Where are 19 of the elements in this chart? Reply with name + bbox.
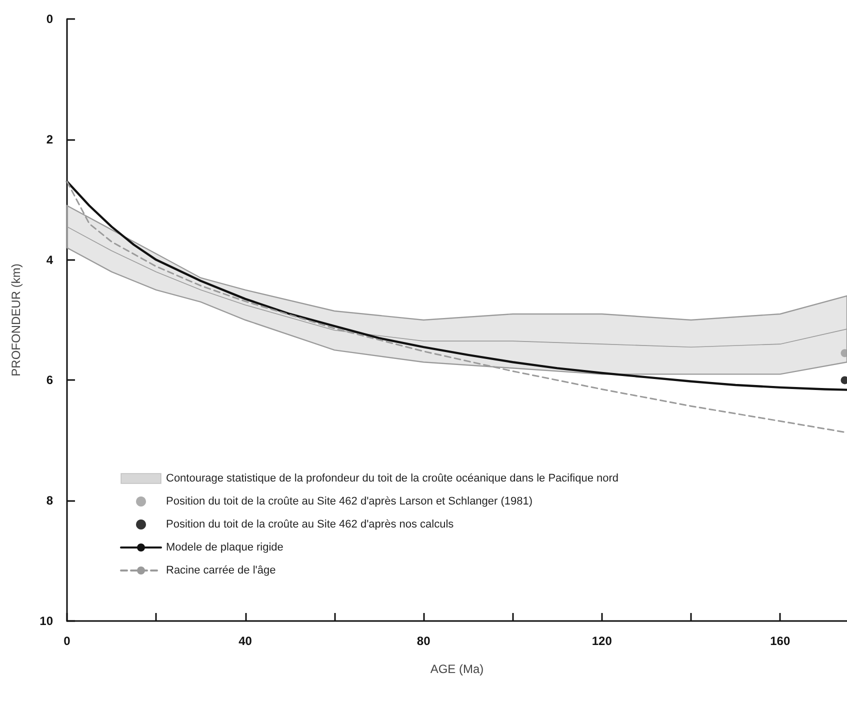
y-tick-label: 4: [46, 252, 54, 267]
y-tick-label: 0: [46, 12, 54, 26]
x-tick-label: 120: [592, 634, 612, 648]
x-tick-label: 80: [416, 634, 431, 648]
x-tick-label: 40: [238, 634, 252, 648]
legend-label: Modele de plaque rigide: [166, 542, 284, 554]
y-tick-label: 2: [46, 132, 54, 146]
legend-label: Position du toit de la croûte au Site 462 d'après nos calculs: [166, 518, 454, 530]
y-tick-label: 6: [46, 373, 54, 388]
legend-label: Position du toit de la croûte au Site 462 d'après Larson et Schlanger (1981): [166, 496, 533, 508]
legend-label: Racine carrée de l'âge: [166, 564, 276, 576]
y-tick-label: 8: [46, 494, 54, 508]
x-tick-label: 160: [770, 634, 790, 648]
line-series: [66, 180, 847, 434]
y-axis-title: PROFONDEUR (km): [9, 264, 23, 376]
x-axis-title: AGE (Ma): [430, 662, 484, 676]
y-tick-label: 10: [40, 614, 54, 628]
legend-label: Contourage statistique de la profondeur du toit de la croûte océanique dans le Pacifique nord: [166, 472, 619, 484]
x-tick-label: 0: [64, 634, 71, 648]
